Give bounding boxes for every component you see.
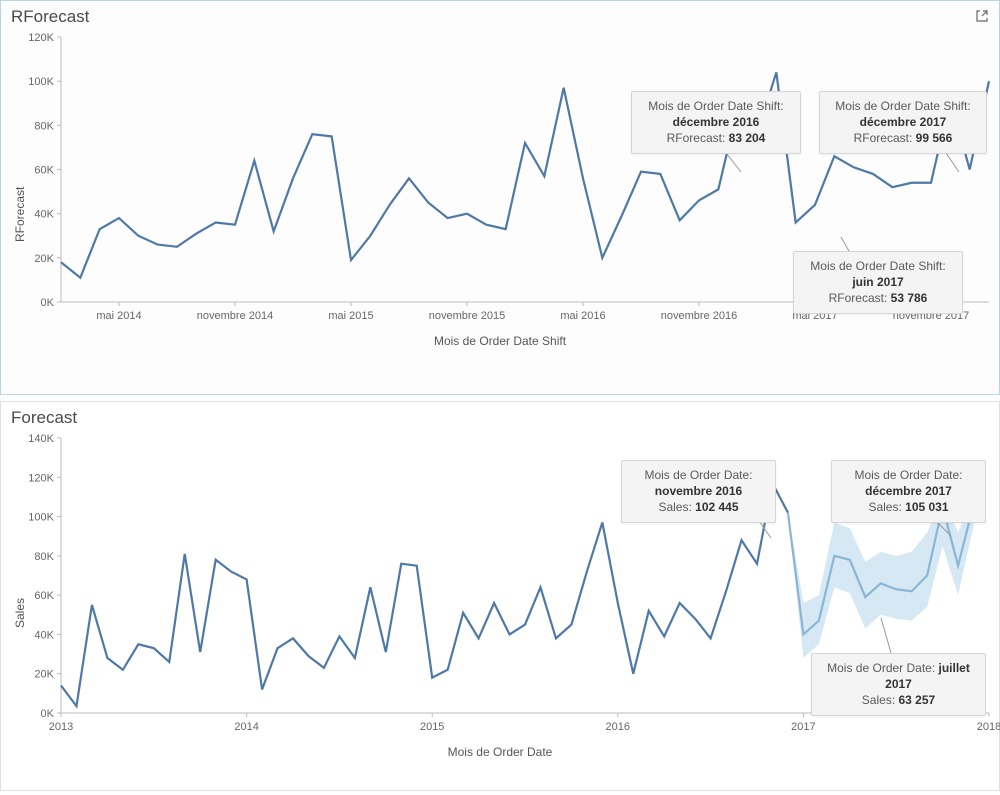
svg-text:mai 2016: mai 2016 — [560, 310, 605, 322]
chart2-plot[interactable]: Sales 0K 20K 40K 60K 80K 100K 120K 140K 2013 2014… — [1, 428, 999, 783]
svg-text:mai 2015: mai 2015 — [328, 310, 373, 322]
svg-text:100K: 100K — [28, 76, 54, 88]
chart1-title: RForecast — [1, 1, 999, 27]
chart1-ylabel: RForecast — [13, 187, 27, 242]
chart-tooltip: Mois de Order Date:décembre 2017Sales: 1… — [831, 460, 986, 523]
svg-text:60K: 60K — [34, 590, 54, 602]
chart2-ylabel: Sales — [13, 598, 27, 628]
svg-text:novembre 2015: novembre 2015 — [429, 310, 505, 322]
svg-text:100K: 100K — [28, 512, 54, 524]
svg-text:2015: 2015 — [420, 721, 444, 733]
svg-text:mai 2014: mai 2014 — [96, 310, 141, 322]
svg-text:40K: 40K — [34, 209, 54, 221]
popout-icon[interactable] — [975, 9, 989, 28]
svg-text:novembre 2014: novembre 2014 — [197, 310, 273, 322]
svg-text:60K: 60K — [34, 165, 54, 177]
svg-text:140K: 140K — [28, 433, 54, 445]
chart-tooltip: Mois de Order Date Shift:décembre 2017RF… — [819, 91, 987, 154]
svg-text:2013: 2013 — [49, 721, 73, 733]
svg-text:0K: 0K — [41, 708, 55, 720]
chart-tooltip: Mois de Order Date Shift:décembre 2016RF… — [631, 91, 801, 154]
chart-tooltip: Mois de Order Date: juillet2017Sales: 63… — [811, 653, 986, 716]
rforecast-panel: RForecast RForecast 0K 20K 40K 60K 80K 100K 12… — [0, 0, 1000, 395]
chart2-title: Forecast — [1, 402, 999, 428]
svg-text:40K: 40K — [34, 629, 54, 641]
svg-text:2014: 2014 — [234, 721, 258, 733]
forecast-panel: Forecast Sales 0K 20K 40K 60K 80K 100K 120K 140… — [0, 401, 1000, 791]
svg-text:novembre 2016: novembre 2016 — [661, 310, 737, 322]
chart-tooltip: Mois de Order Date Shift:juin 2017RForec… — [793, 251, 963, 314]
svg-text:2017: 2017 — [791, 721, 815, 733]
svg-text:20K: 20K — [34, 253, 54, 265]
svg-text:120K: 120K — [28, 472, 54, 484]
svg-text:80K: 80K — [34, 551, 54, 563]
chart-tooltip: Mois de Order Date:novembre 2016Sales: 1… — [621, 460, 776, 523]
chart1-xlabel: Mois de Order Date Shift — [1, 332, 999, 354]
svg-text:2018: 2018 — [977, 721, 1000, 733]
chart2-xlabel: Mois de Order Date — [1, 743, 999, 765]
chart1-plot[interactable]: RForecast 0K 20K 40K 60K 80K 100K 120K mai 2014… — [1, 27, 999, 367]
svg-text:2016: 2016 — [606, 721, 630, 733]
svg-text:20K: 20K — [34, 669, 54, 681]
svg-text:0K: 0K — [41, 297, 55, 309]
svg-text:80K: 80K — [34, 120, 54, 132]
svg-text:120K: 120K — [28, 32, 54, 44]
